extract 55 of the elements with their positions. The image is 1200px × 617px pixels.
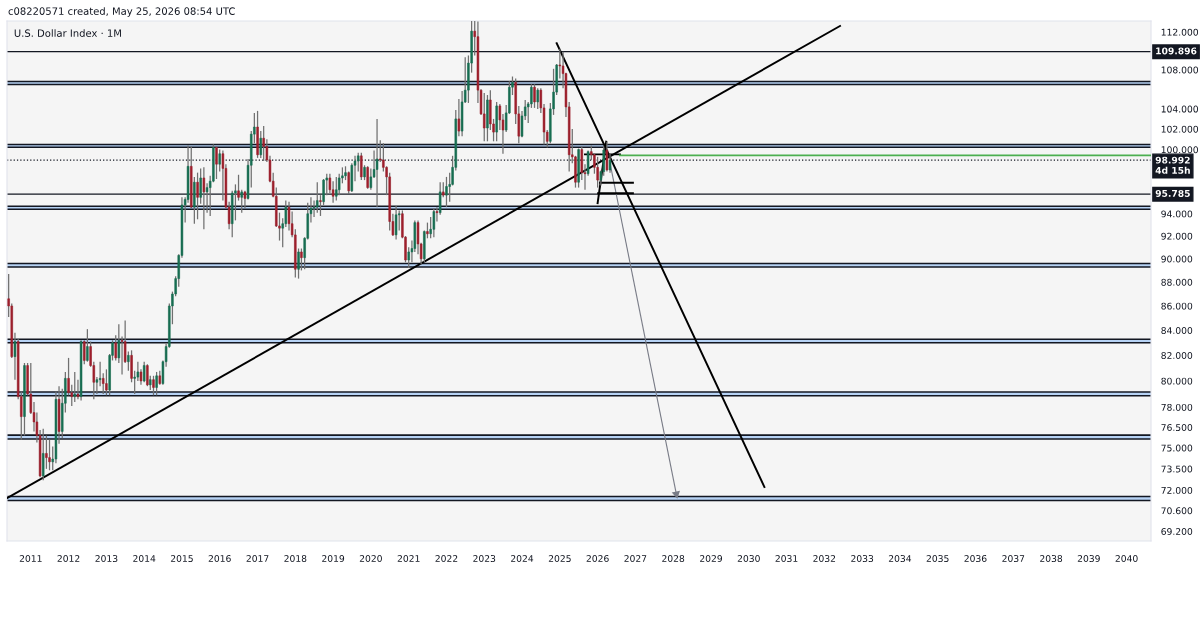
x-tick-label: 2013 <box>95 555 118 562</box>
x-tick-label: 2017 <box>246 555 269 562</box>
x-tick-label: 2038 <box>1040 555 1063 562</box>
x-tick-label: 2035 <box>926 555 949 562</box>
y-tick-label: 84.000 <box>1161 327 1193 334</box>
x-tick-label: 2019 <box>322 555 345 562</box>
x-tick-label: 2021 <box>397 555 420 562</box>
y-tick-label: 75.000 <box>1161 444 1193 452</box>
ref-line-label: 95.785 <box>1155 189 1190 197</box>
x-tick-label: 2030 <box>737 555 760 562</box>
y-tick-label: 104.000 <box>1161 105 1199 113</box>
x-tick-label: 2025 <box>548 555 571 562</box>
x-tick-label: 2023 <box>473 555 496 562</box>
y-tick-label: 92.000 <box>1161 232 1193 240</box>
x-tick-label: 2040 <box>1115 555 1138 562</box>
text: c08220571 created, May 25, 2026 08:54 UTC <box>8 7 235 17</box>
x-tick-label: 2011 <box>19 555 42 562</box>
x-tick-label: 2028 <box>662 555 685 562</box>
x-tick-label: 2018 <box>284 555 307 562</box>
x-tick-label: 2012 <box>57 555 80 562</box>
y-tick-label: 94.000 <box>1161 210 1193 218</box>
x-tick-label: 2020 <box>359 555 382 562</box>
x-tick-label: 2032 <box>813 555 836 562</box>
y-tick-label: 70.600 <box>1161 507 1193 515</box>
y-tick-label: 88.000 <box>1161 278 1193 286</box>
x-tick-label: 2014 <box>133 555 156 562</box>
y-tick-label: 69.200 <box>1161 528 1193 535</box>
x-tick-label: 2024 <box>511 555 534 562</box>
x-tick-label: 2015 <box>170 555 193 562</box>
y-tick-label: 86.000 <box>1161 302 1193 310</box>
y-tick-label: 80.000 <box>1161 377 1193 385</box>
y-tick-label: 82.000 <box>1161 352 1193 359</box>
y-tick-label: 73.500 <box>1161 465 1193 473</box>
x-tick-label: 2026 <box>586 555 609 562</box>
y-tick-label: 108.000 <box>1161 66 1199 74</box>
text: U.S. Dollar Index · 1M <box>14 29 121 37</box>
x-tick-label: 2027 <box>624 555 647 562</box>
x-tick-label: 2016 <box>208 555 231 562</box>
x-tick-label: 2036 <box>964 555 987 562</box>
y-tick-label: 78.000 <box>1161 403 1193 411</box>
x-tick-label: 2039 <box>1077 555 1100 562</box>
x-tick-label: 2037 <box>1002 555 1025 562</box>
y-tick-label: 112.000 <box>1161 28 1199 36</box>
y-tick-label: 90.000 <box>1161 255 1193 263</box>
x-tick-label: 2033 <box>851 555 874 562</box>
x-tick-label: 2029 <box>700 555 723 562</box>
y-tick-label: 100.000 <box>1161 146 1199 154</box>
y-tick-label: 76.500 <box>1161 424 1193 431</box>
x-tick-label: 2031 <box>775 555 798 562</box>
ref-line-label: 109.896 <box>1156 47 1197 55</box>
ref-line-label: 98.992 4d 15h <box>1155 156 1190 174</box>
x-tick-label: 2034 <box>888 555 912 562</box>
y-tick-label: 72.000 <box>1161 486 1193 494</box>
y-tick-label: 102.000 <box>1161 125 1199 133</box>
x-tick-label: 2022 <box>435 555 458 562</box>
